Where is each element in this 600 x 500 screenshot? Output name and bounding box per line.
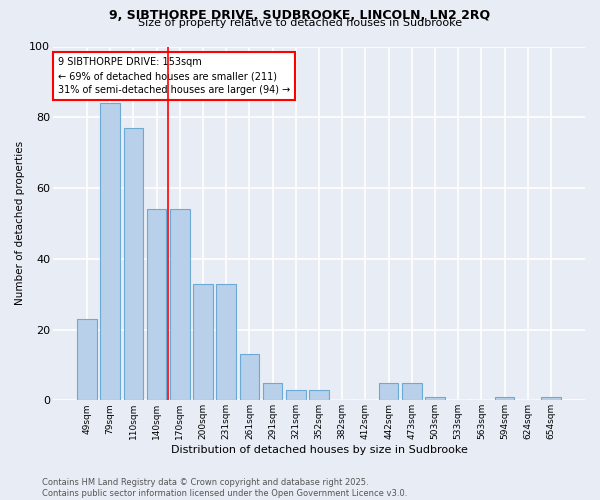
- Bar: [309, 390, 329, 400]
- Bar: [193, 284, 213, 401]
- Text: Contains HM Land Registry data © Crown copyright and database right 2025.
Contai: Contains HM Land Registry data © Crown c…: [42, 478, 407, 498]
- Bar: [495, 397, 514, 400]
- X-axis label: Distribution of detached houses by size in Sudbrooke: Distribution of detached houses by size …: [170, 445, 467, 455]
- Bar: [124, 128, 143, 400]
- Bar: [263, 382, 283, 400]
- Bar: [541, 397, 561, 400]
- Bar: [239, 354, 259, 401]
- Bar: [425, 397, 445, 400]
- Bar: [402, 382, 422, 400]
- Text: 9, SIBTHORPE DRIVE, SUDBROOKE, LINCOLN, LN2 2RQ: 9, SIBTHORPE DRIVE, SUDBROOKE, LINCOLN, …: [109, 9, 491, 22]
- Text: Size of property relative to detached houses in Sudbrooke: Size of property relative to detached ho…: [138, 18, 462, 28]
- Bar: [100, 103, 120, 401]
- Bar: [217, 284, 236, 401]
- Bar: [147, 209, 166, 400]
- Bar: [379, 382, 398, 400]
- Bar: [170, 209, 190, 400]
- Text: 9 SIBTHORPE DRIVE: 153sqm
← 69% of detached houses are smaller (211)
31% of semi: 9 SIBTHORPE DRIVE: 153sqm ← 69% of detac…: [58, 57, 290, 95]
- Bar: [286, 390, 305, 400]
- Bar: [77, 319, 97, 400]
- Y-axis label: Number of detached properties: Number of detached properties: [15, 142, 25, 306]
